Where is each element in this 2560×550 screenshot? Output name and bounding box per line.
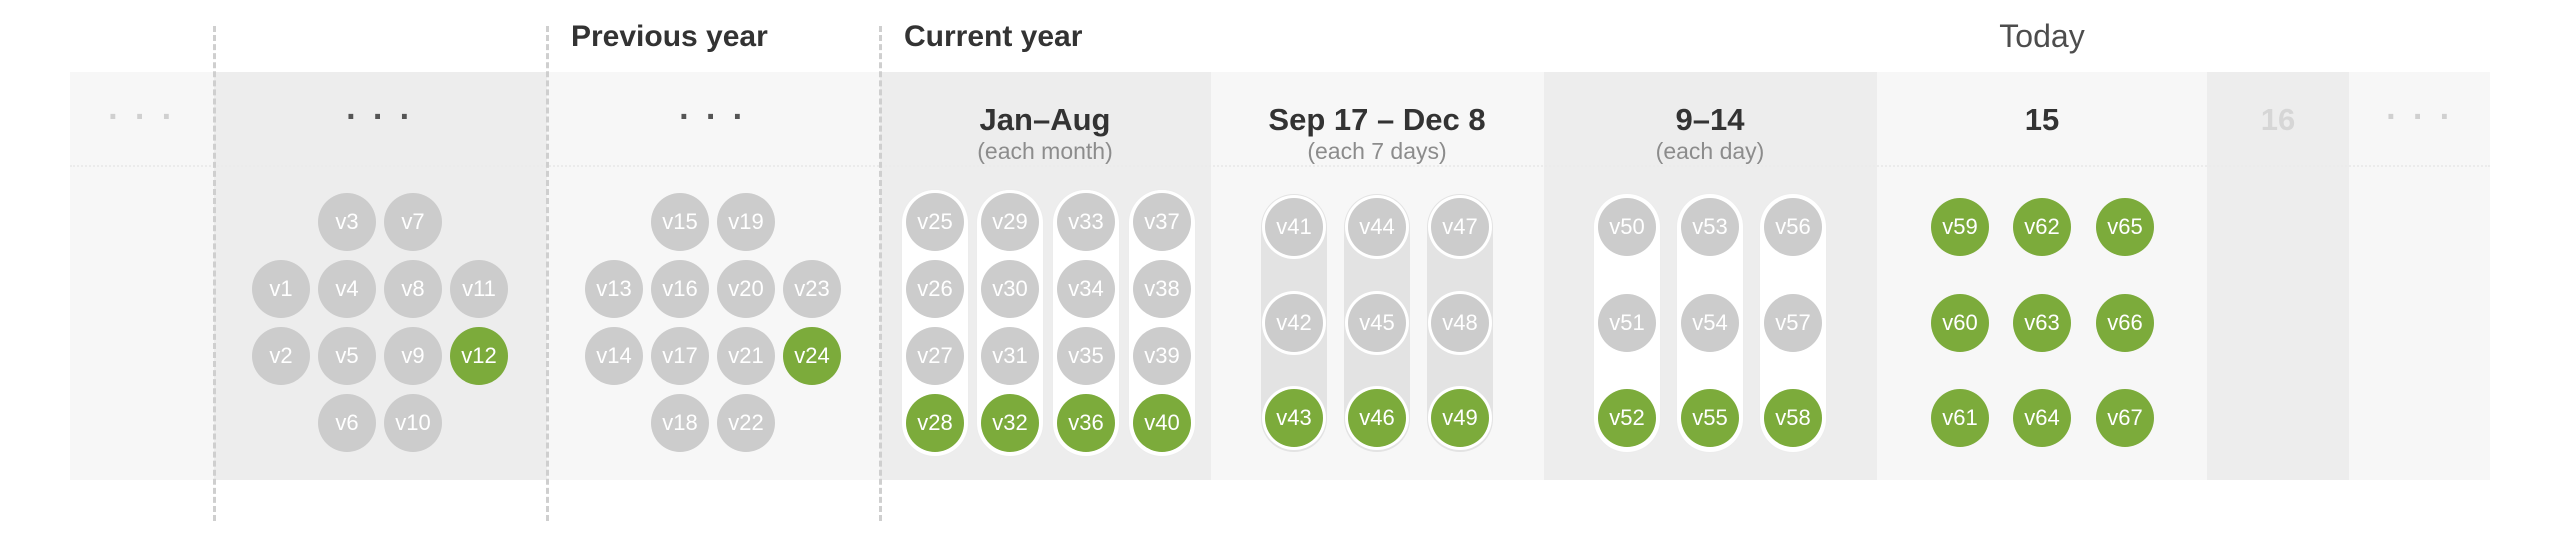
ellipsis-older: · · ·: [346, 98, 414, 136]
band-day-16: [2207, 72, 2349, 480]
ellipsis-previous-year: · · ·: [679, 98, 747, 136]
version-v59: v59: [1931, 198, 1989, 256]
version-v51: v51: [1598, 294, 1656, 352]
version-v18: v18: [651, 394, 709, 452]
ellipsis-far-right: · · ·: [2386, 98, 2454, 136]
version-v25: v25: [906, 193, 964, 251]
version-v60: v60: [1931, 294, 1989, 352]
version-v50: v50: [1598, 198, 1656, 256]
version-v28: v28: [906, 394, 964, 452]
version-v56: v56: [1764, 198, 1822, 256]
version-v4: v4: [318, 260, 376, 318]
version-v37: v37: [1133, 193, 1191, 251]
column-subtitle-sep-dec: (each 7 days): [1307, 138, 1447, 164]
version-v26: v26: [906, 260, 964, 318]
version-v39: v39: [1133, 327, 1191, 385]
version-v34: v34: [1057, 260, 1115, 318]
version-v5: v5: [318, 327, 376, 385]
version-v12: v12: [450, 327, 508, 385]
header-previous-year: Previous year: [571, 20, 768, 53]
version-v31: v31: [981, 327, 1039, 385]
version-v57: v57: [1764, 294, 1822, 352]
column-title-days-9-14: 9–14: [1675, 102, 1745, 137]
version-v61: v61: [1931, 389, 1989, 447]
version-v43: v43: [1265, 389, 1323, 447]
version-v33: v33: [1057, 193, 1115, 251]
version-v20: v20: [717, 260, 775, 318]
version-v67: v67: [2096, 389, 2154, 447]
version-v40: v40: [1133, 394, 1191, 452]
band-far-right: [2349, 72, 2490, 480]
version-v29: v29: [981, 193, 1039, 251]
version-v1: v1: [252, 260, 310, 318]
version-v46: v46: [1348, 389, 1406, 447]
version-v49: v49: [1431, 389, 1489, 447]
version-v23: v23: [783, 260, 841, 318]
header-today: Today: [1999, 18, 2085, 54]
version-v17: v17: [651, 327, 709, 385]
version-v66: v66: [2096, 294, 2154, 352]
version-v48: v48: [1431, 294, 1489, 352]
version-v52: v52: [1598, 389, 1656, 447]
ellipsis-far-left: · · ·: [108, 98, 176, 136]
version-v38: v38: [1133, 260, 1191, 318]
version-v6: v6: [318, 394, 376, 452]
version-v58: v58: [1764, 389, 1822, 447]
version-v19: v19: [717, 193, 775, 251]
version-v53: v53: [1681, 198, 1739, 256]
version-v63: v63: [2013, 294, 2071, 352]
column-title-day-15: 15: [2024, 102, 2060, 137]
version-v62: v62: [2013, 198, 2071, 256]
version-v8: v8: [384, 260, 442, 318]
version-v3: v3: [318, 193, 376, 251]
version-v54: v54: [1681, 294, 1739, 352]
boundary-previous-year: [546, 26, 549, 521]
column-title-jan-aug: Jan–Aug: [979, 102, 1111, 137]
column-title-sep-dec: Sep 17 – Dec 8: [1268, 102, 1486, 137]
version-v10: v10: [384, 394, 442, 452]
version-v13: v13: [585, 260, 643, 318]
boundary-current-year: [879, 26, 882, 521]
version-v65: v65: [2096, 198, 2154, 256]
version-v35: v35: [1057, 327, 1115, 385]
header-current-year: Current year: [904, 20, 1083, 53]
header-divider: [70, 165, 2490, 167]
column-title-day-16: 16: [2260, 102, 2296, 137]
band-far-left: [70, 72, 214, 480]
version-v36: v36: [1057, 394, 1115, 452]
version-v41: v41: [1265, 198, 1323, 256]
version-v32: v32: [981, 394, 1039, 452]
version-v42: v42: [1265, 294, 1323, 352]
version-v9: v9: [384, 327, 442, 385]
version-v21: v21: [717, 327, 775, 385]
version-v55: v55: [1681, 389, 1739, 447]
version-v44: v44: [1348, 198, 1406, 256]
version-v16: v16: [651, 260, 709, 318]
version-v30: v30: [981, 260, 1039, 318]
version-v45: v45: [1348, 294, 1406, 352]
version-v27: v27: [906, 327, 964, 385]
version-v64: v64: [2013, 389, 2071, 447]
version-v14: v14: [585, 327, 643, 385]
version-v47: v47: [1431, 198, 1489, 256]
column-subtitle-jan-aug: (each month): [977, 138, 1113, 164]
version-v22: v22: [717, 394, 775, 452]
version-v2: v2: [252, 327, 310, 385]
boundary-older: [213, 26, 216, 521]
column-subtitle-days-9-14: (each day): [1655, 138, 1765, 164]
version-v7: v7: [384, 193, 442, 251]
version-v24: v24: [783, 327, 841, 385]
version-v15: v15: [651, 193, 709, 251]
version-v11: v11: [450, 260, 508, 318]
